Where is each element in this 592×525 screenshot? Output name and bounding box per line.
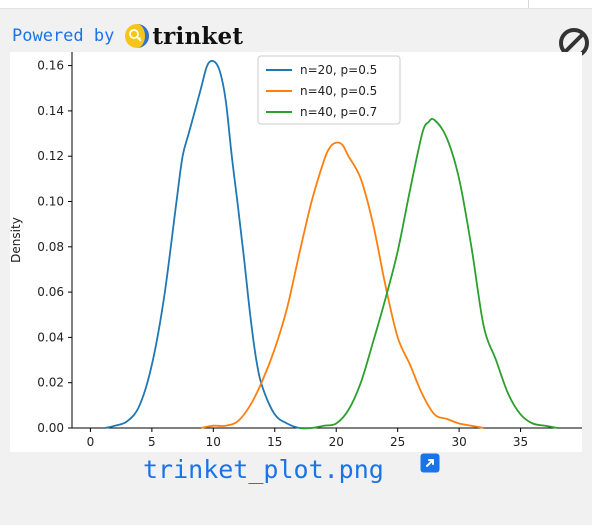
y-tick-label: 0.00 — [37, 421, 64, 435]
x-tick-label: 10 — [206, 435, 221, 449]
density-chart: 0.00 0.02 0.04 0.06 0.08 0.10 0.12 0.14 0.16 0 5 10… — [9, 52, 582, 449]
top-bar-divider — [528, 0, 529, 8]
series-line-3 — [299, 117, 558, 430]
y-tick-label: 0.14 — [37, 104, 64, 118]
trinket-brand-text: trinket — [152, 22, 244, 50]
powered-by-label: Powered by — [12, 26, 115, 46]
x-tick-label: 25 — [390, 435, 405, 449]
plot-filename-link[interactable]: trinket_plot.png — [143, 455, 384, 484]
y-axis-label: Density — [10, 217, 23, 263]
legend-label-1: n=20, p=0.5 — [300, 63, 377, 77]
x-tick-label: 0 — [87, 435, 95, 449]
x-tick-label: 5 — [148, 435, 156, 449]
x-tick-label: 15 — [267, 435, 282, 449]
y-tick-label: 0.16 — [37, 59, 64, 73]
plot-image: 0.00 0.02 0.04 0.06 0.08 0.10 0.12 0.14 0.16 0 5 10… — [9, 52, 582, 452]
y-tick-label: 0.08 — [37, 240, 64, 254]
top-bar — [0, 0, 592, 9]
y-tick-label: 0.12 — [37, 149, 64, 163]
legend-label-2: n=40, p=0.5 — [300, 84, 377, 98]
x-tick-label: 30 — [451, 435, 466, 449]
x-tick-label: 20 — [329, 435, 344, 449]
y-tick-label: 0.06 — [37, 285, 64, 299]
x-tick-label: 35 — [513, 435, 528, 449]
powered-by-header: Powered by trinket — [12, 22, 243, 50]
open-external-icon[interactable] — [420, 453, 440, 473]
legend-box — [257, 55, 401, 125]
legend-label-3: n=40, p=0.7 — [300, 105, 377, 119]
y-tick-label: 0.02 — [37, 376, 64, 390]
y-tick-label: 0.04 — [37, 330, 64, 344]
series-line-1 — [104, 59, 312, 430]
series-line-2 — [200, 141, 484, 429]
y-tick-label: 0.10 — [37, 194, 64, 208]
trinket-logo[interactable]: trinket — [124, 23, 243, 50]
trinket-logo-icon — [125, 24, 150, 48]
